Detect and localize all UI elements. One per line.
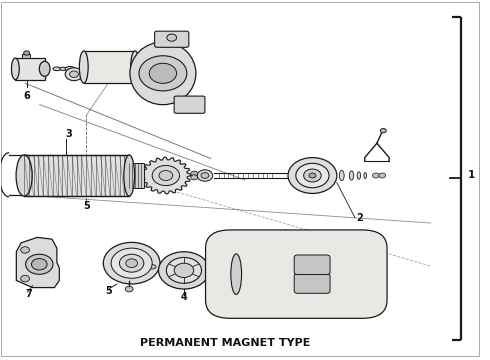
FancyBboxPatch shape bbox=[294, 255, 330, 275]
Polygon shape bbox=[141, 157, 191, 194]
Circle shape bbox=[65, 68, 83, 81]
Circle shape bbox=[201, 173, 209, 179]
Circle shape bbox=[21, 247, 29, 253]
FancyBboxPatch shape bbox=[174, 96, 205, 113]
Circle shape bbox=[380, 129, 386, 133]
Circle shape bbox=[304, 169, 321, 182]
Ellipse shape bbox=[39, 61, 50, 76]
Circle shape bbox=[25, 254, 53, 274]
Circle shape bbox=[372, 173, 379, 178]
FancyBboxPatch shape bbox=[205, 230, 387, 318]
Ellipse shape bbox=[11, 58, 19, 80]
Text: 7: 7 bbox=[25, 289, 32, 298]
Circle shape bbox=[191, 171, 197, 176]
Ellipse shape bbox=[124, 155, 135, 196]
Circle shape bbox=[197, 170, 213, 181]
FancyBboxPatch shape bbox=[155, 31, 189, 47]
Text: 1: 1 bbox=[467, 170, 475, 180]
Text: 5: 5 bbox=[83, 201, 90, 211]
Text: 2: 2 bbox=[356, 213, 363, 223]
Circle shape bbox=[309, 173, 316, 178]
Circle shape bbox=[70, 71, 78, 77]
Text: 5: 5 bbox=[105, 286, 112, 296]
Text: 6: 6 bbox=[24, 91, 30, 101]
Circle shape bbox=[152, 166, 179, 185]
Ellipse shape bbox=[60, 67, 67, 71]
Ellipse shape bbox=[79, 51, 88, 83]
Circle shape bbox=[174, 263, 194, 278]
Circle shape bbox=[159, 252, 209, 289]
Circle shape bbox=[125, 286, 133, 292]
Circle shape bbox=[111, 248, 152, 278]
Ellipse shape bbox=[357, 172, 361, 179]
Ellipse shape bbox=[349, 171, 354, 180]
Ellipse shape bbox=[364, 173, 367, 179]
Circle shape bbox=[149, 63, 176, 84]
Circle shape bbox=[296, 163, 329, 188]
Text: PERMANENT MAGNET TYPE: PERMANENT MAGNET TYPE bbox=[140, 338, 311, 348]
Ellipse shape bbox=[65, 67, 75, 71]
Ellipse shape bbox=[231, 254, 242, 294]
Bar bbox=[15, 58, 45, 80]
Circle shape bbox=[31, 258, 47, 270]
Circle shape bbox=[191, 175, 197, 180]
Bar bbox=[84, 51, 135, 83]
Circle shape bbox=[139, 56, 187, 91]
Bar bbox=[22, 54, 30, 58]
Circle shape bbox=[167, 34, 176, 41]
Bar bbox=[129, 163, 144, 188]
Circle shape bbox=[379, 173, 386, 178]
Circle shape bbox=[103, 242, 160, 284]
Ellipse shape bbox=[131, 51, 140, 83]
Ellipse shape bbox=[340, 170, 344, 181]
Circle shape bbox=[120, 254, 144, 272]
Circle shape bbox=[159, 171, 172, 180]
Text: 4: 4 bbox=[180, 292, 187, 302]
Ellipse shape bbox=[130, 42, 196, 105]
Ellipse shape bbox=[53, 67, 61, 71]
Circle shape bbox=[166, 257, 201, 283]
Bar bbox=[24, 155, 129, 196]
Circle shape bbox=[288, 158, 337, 193]
Ellipse shape bbox=[16, 155, 32, 196]
Circle shape bbox=[21, 275, 29, 282]
FancyBboxPatch shape bbox=[294, 274, 330, 293]
Text: 3: 3 bbox=[65, 129, 72, 139]
Polygon shape bbox=[16, 237, 59, 288]
Ellipse shape bbox=[148, 265, 156, 269]
Circle shape bbox=[126, 259, 138, 267]
Circle shape bbox=[24, 51, 29, 55]
